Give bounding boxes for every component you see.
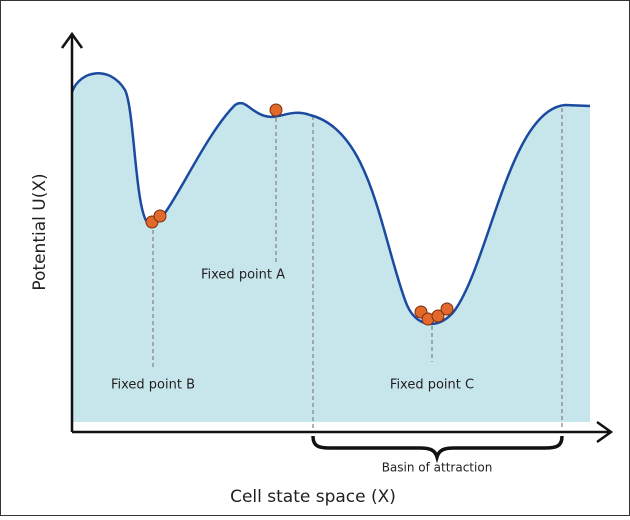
guide-lines xyxy=(152,108,563,430)
y-axis-label: Potential U(X) xyxy=(30,173,50,290)
axes xyxy=(60,31,614,444)
label-c: Fixed point C xyxy=(390,378,474,393)
potential-fill xyxy=(72,73,590,422)
label-a: Fixed point A xyxy=(201,268,285,283)
x-axis-label: Cell state space (X) xyxy=(230,487,396,507)
cells xyxy=(145,103,454,326)
basin-brace xyxy=(311,435,564,464)
potential-curve xyxy=(70,72,591,326)
label-b: Fixed point B xyxy=(111,378,195,393)
basin-label: Basin of attraction xyxy=(382,461,493,475)
